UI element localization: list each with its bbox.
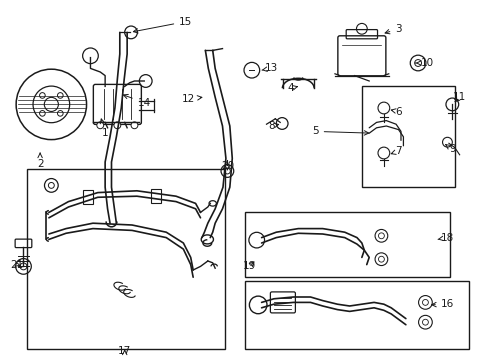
Text: 2: 2 [37,153,43,169]
Text: 13: 13 [262,63,278,73]
Bar [361,86,454,187]
Circle shape [131,122,138,129]
Text: 19: 19 [242,261,256,271]
Text: 20: 20 [221,161,233,171]
Circle shape [97,122,103,129]
Text: 7: 7 [390,146,401,156]
Bar [83,190,93,204]
Bar [151,189,161,203]
Text: 8: 8 [267,121,278,131]
Text: 17: 17 [118,346,131,356]
Text: 9: 9 [445,144,455,154]
Text: 5: 5 [311,126,368,136]
Text: 1: 1 [100,119,108,138]
Bar [27,169,224,349]
Text: 4: 4 [287,83,297,93]
Text: 3: 3 [385,24,401,34]
Text: 16: 16 [431,299,453,309]
Text: 14: 14 [123,94,151,108]
Text: 15: 15 [133,17,192,33]
Text: 18: 18 [437,233,453,243]
Bar [244,212,449,277]
Text: 6: 6 [390,107,401,117]
Text: 21: 21 [10,260,24,270]
Text: 11: 11 [452,92,466,102]
Bar [244,281,468,349]
Circle shape [114,122,121,129]
Text: 10: 10 [415,58,433,68]
Text: 12: 12 [181,94,202,104]
